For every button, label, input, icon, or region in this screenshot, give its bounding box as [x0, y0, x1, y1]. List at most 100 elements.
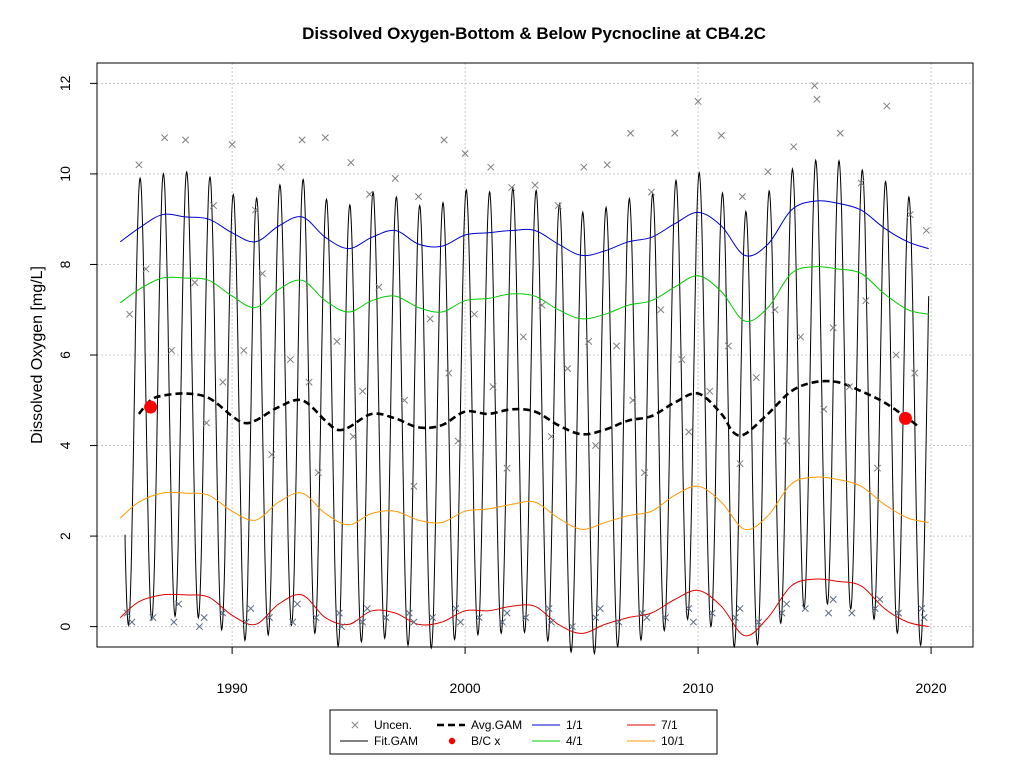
observation-point [461, 149, 469, 158]
legend-box [329, 709, 718, 755]
observation-point [219, 609, 227, 617]
observation-point [414, 192, 423, 201]
observation-point [922, 226, 930, 235]
observation-point [647, 188, 656, 196]
observation-point [142, 265, 150, 273]
legend-label: 7/1 [661, 718, 678, 732]
observation-point [689, 618, 697, 626]
observation-point [314, 469, 322, 477]
observation-point [643, 614, 651, 622]
observation-point [829, 595, 837, 604]
observation-point [508, 183, 516, 192]
observation-point [251, 206, 259, 214]
observation-point [195, 623, 204, 631]
observation-point [475, 614, 483, 622]
legend-label: Uncen. [374, 718, 412, 732]
observation-point [755, 618, 763, 626]
observation-point [410, 482, 418, 490]
observation-point [489, 383, 497, 391]
observation-point [347, 159, 355, 167]
observation-point [736, 460, 744, 468]
observation-point [813, 95, 821, 103]
observation-point [824, 609, 833, 617]
axis-ticks: 1990 2000 2010 2020 0 2 4 6 8 10 12 [57, 75, 947, 696]
observation-point [820, 405, 828, 413]
legend-label: 10/1 [661, 734, 685, 748]
observation-point [857, 179, 865, 187]
observation-point [892, 351, 900, 359]
observation-point [603, 161, 611, 169]
observation-point [612, 342, 621, 350]
observation-point [671, 129, 679, 137]
observation-point [123, 609, 131, 617]
series-q-1-1 [120, 200, 929, 257]
series-q-4-1 [120, 266, 929, 323]
observation-point [564, 365, 572, 373]
observation-point [738, 192, 746, 201]
legend-item: 4/1 [532, 734, 583, 748]
observation-point [615, 618, 623, 626]
observation-point [170, 618, 178, 626]
legend: Uncen. Fit.GAM Avg.GAM B/C x 1/1 4/1 7/1 10/1 [329, 709, 718, 755]
observation-point [305, 378, 313, 386]
observation-point [400, 396, 409, 404]
observation-point [228, 140, 236, 149]
y-axis-label: Dissolved Oxygen [mg/L] [29, 266, 46, 444]
observation-point [333, 337, 341, 345]
observation-point [200, 614, 208, 622]
observation-point [883, 102, 891, 110]
legend-label: Fit.GAM [374, 734, 418, 748]
observation-point [359, 618, 367, 626]
legend-item: Uncen. [351, 718, 412, 732]
observation-point [694, 97, 702, 106]
observation-point [736, 604, 744, 613]
bc-point [898, 411, 912, 425]
observation-point [293, 600, 301, 608]
observation-point [538, 301, 546, 309]
observation-point [592, 614, 600, 622]
observation-point [286, 355, 294, 364]
legend-label: 1/1 [566, 718, 583, 732]
observation-point [363, 604, 371, 613]
observation-point [790, 143, 798, 151]
observation-point [862, 297, 870, 305]
observation-point [167, 346, 176, 355]
observation-point [661, 614, 670, 622]
observation-point [657, 306, 665, 314]
observation-point [289, 618, 297, 626]
observation-point [685, 604, 693, 613]
observation-point [554, 202, 562, 210]
observation-point [894, 609, 903, 617]
observation-point [764, 168, 772, 176]
y-tick-label: 6 [57, 351, 73, 359]
observation-point [580, 163, 588, 171]
observation-points [123, 82, 930, 631]
observation-point [848, 609, 856, 617]
observation-point [265, 614, 273, 622]
observation-point [797, 333, 805, 341]
legend-item: 10/1 [627, 734, 685, 748]
observation-point [410, 618, 418, 626]
observation-point [717, 131, 725, 139]
observation-point [871, 604, 879, 613]
y-tick-label: 12 [57, 75, 73, 91]
observation-point [724, 342, 732, 350]
legend-label: 4/1 [566, 734, 583, 748]
observation-point [519, 333, 527, 341]
observation-point [440, 136, 448, 144]
x-tick-label: 2000 [450, 680, 481, 696]
observation-point [470, 310, 478, 318]
observation-point [312, 614, 320, 622]
observation-point [268, 451, 276, 459]
observation-point [209, 202, 218, 210]
plot-frame [96, 62, 974, 648]
observation-point [240, 346, 248, 355]
observation-point [391, 174, 399, 182]
series-q-7-1 [119, 578, 929, 637]
observation-point [247, 604, 255, 613]
observation-point [585, 337, 593, 345]
y-tick-label: 10 [57, 166, 73, 182]
observation-point [445, 369, 453, 377]
y-tick-label: 8 [57, 260, 73, 268]
